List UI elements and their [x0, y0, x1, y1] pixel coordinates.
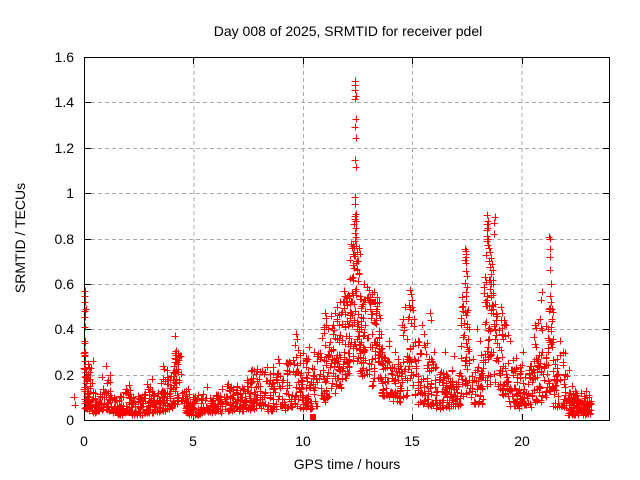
y-axis-label: SRMTID / TECUs: [12, 183, 28, 293]
plus-marker-series: [70, 77, 595, 419]
y-tick-label: 1.4: [55, 94, 75, 110]
y-tick-label: 0.6: [55, 276, 75, 292]
x-tick-label: 10: [295, 433, 311, 449]
y-tick-label: 0.2: [55, 367, 75, 383]
x-axis-label: GPS time / hours: [294, 456, 401, 472]
tick-labels: 0 5 10 15 20 0 0.2 0.4 0.6 0.8 1 1.2 1.4 1.6: [55, 49, 530, 449]
square-marker: [310, 414, 316, 420]
plot-border: [84, 57, 610, 421]
x-tick-label: 20: [514, 433, 530, 449]
y-tick-label: 1.6: [55, 49, 75, 65]
x-tick-label: 0: [80, 433, 88, 449]
data-points: [70, 77, 595, 420]
y-tick-label: 0.4: [55, 321, 75, 337]
y-tick-label: 0.8: [55, 231, 75, 247]
y-tick-label: 0: [66, 412, 74, 428]
x-tick-label: 15: [404, 433, 420, 449]
y-tick-label: 1: [66, 185, 74, 201]
y-tick-label: 1.2: [55, 140, 75, 156]
square-marker: [369, 299, 375, 305]
plot-border-and-ticks: [84, 57, 610, 421]
chart-title: Day 008 of 2025, SRMTID for receiver pde…: [214, 23, 482, 39]
x-tick-label: 5: [189, 433, 197, 449]
